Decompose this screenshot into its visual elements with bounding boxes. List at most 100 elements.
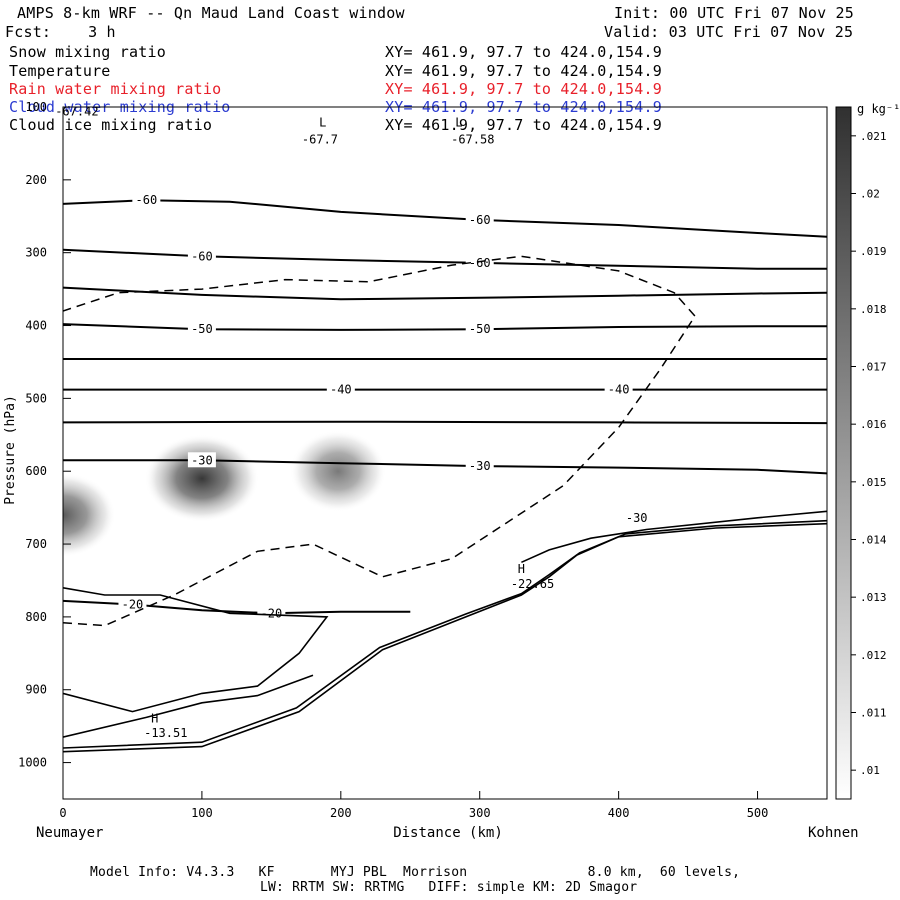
colorbar-tick-label-3: .013: [860, 591, 887, 604]
snow-mixing-ratio-shading: [63, 430, 387, 558]
contour-label-bg: [118, 596, 147, 612]
left-endpoint-label: Neumayer: [36, 825, 103, 841]
figure-title: AMPS 8-km WRF -- Qn Maud Land Coast wind…: [17, 4, 405, 22]
field-xy-temperature: XY= 461.9, 97.7 to 424.0,154.9: [385, 62, 662, 80]
contour-label-0-1: -60: [469, 213, 491, 227]
colorbar-tick-label-6: .016: [860, 418, 887, 431]
contour-label-bg: [326, 381, 355, 397]
snow-blob-0: [63, 472, 116, 558]
contour-label-bg: [132, 192, 161, 208]
contour-label-bg: [465, 321, 494, 337]
colorbar-tick-label-11: .021: [860, 130, 887, 143]
field-xy-cloud-ice: XY= 461.9, 97.7 to 424.0,154.9: [385, 116, 662, 134]
footer-physics-info: LW: RRTM SW: RRTMG DIFF: simple KM: 2D S…: [260, 880, 638, 895]
contour-label-7-0: -30: [191, 453, 213, 467]
valid-time: Valid: 03 UTC Fri 07 Nov 25: [604, 23, 854, 41]
y-tick-label-5: 600: [25, 464, 47, 478]
x-tick-label-4: 400: [608, 806, 630, 820]
temperature-contour-1: [63, 248, 827, 270]
footer-model-info: Model Info: V4.3.3 KF MYJ PBL Morrison 8…: [90, 865, 741, 880]
field-xy-rain: XY= 461.9, 97.7 to 424.0,154.9: [385, 80, 662, 98]
field-xy-snow: XY= 461.9, 97.7 to 424.0,154.9: [385, 43, 662, 61]
y-axis-label: Pressure (hPa): [3, 395, 18, 505]
annotation-4: -67.58: [451, 132, 494, 146]
terrain-line-3: [63, 674, 314, 738]
right-endpoint-label: Kohnen: [808, 825, 859, 841]
field-name-rain: Rain water mixing ratio: [9, 80, 222, 98]
contour-label-5-1: -40: [608, 383, 630, 397]
contour-label-1-1: -60: [469, 256, 491, 270]
terrain-contours: [63, 510, 827, 753]
annotation-3: L: [455, 116, 462, 130]
contour-label-3-0: -50: [191, 322, 213, 336]
x-tick-label-2: 200: [330, 806, 352, 820]
contour-label-7-1: -30: [469, 459, 491, 473]
x-tick-label-5: 500: [747, 806, 769, 820]
temperature-contours: -60 -60 -60 -60 -50 -50 -40 -40 -30 -30 -20 -20: [63, 192, 827, 627]
x-axis: 0 100 200 300 400 500: [59, 791, 768, 820]
snow-blob-1: [144, 434, 260, 523]
field-name-cloud-ice: Cloud ice mixing ratio: [9, 116, 213, 134]
contour-label-bg: [465, 254, 494, 270]
y-tick-label-1: 200: [25, 173, 47, 187]
annotation-7: H: [151, 712, 158, 726]
contour-label-bg: [465, 211, 494, 227]
field-name-temperature: Temperature: [9, 62, 111, 80]
annotation-8: -13.51: [144, 726, 187, 740]
contour-annotations: -67.42L-67.7L-67.58H-22.65H-13.51-30: [55, 105, 647, 740]
temperature-contour-3: [63, 323, 827, 331]
colorbar-tick-label-0: .01: [860, 764, 880, 777]
annotation-1: L: [319, 116, 326, 130]
annotation-6: -22.65: [511, 577, 554, 591]
contour-label-5-0: -40: [330, 383, 352, 397]
contour-label-bg: [187, 248, 216, 264]
annotation-2: -67.7: [302, 132, 338, 146]
temperature-contour-8: [63, 599, 411, 615]
colorbar-tick-label-2: .012: [860, 649, 887, 662]
colorbar: g kg⁻¹ .01 .011 .012 .013 .014 .015 .016 .017 .0…: [835, 102, 900, 800]
terrain-line-1: [63, 519, 827, 749]
x-tick-label-0: 0: [59, 806, 66, 820]
annotation-9: -30: [626, 511, 648, 525]
x-tick-label-1: 100: [191, 806, 213, 820]
annotation-5: H: [518, 562, 525, 576]
colorbar-unit: g kg⁻¹: [857, 102, 900, 116]
y-axis: 100 200 300 400 500 600 700 800 900 1000: [18, 100, 71, 770]
y-tick-label-0: 100: [25, 100, 47, 114]
colorbar-fill: [835, 106, 852, 800]
contour-label-bg: [187, 321, 216, 337]
y-tick-label-3: 400: [25, 319, 47, 333]
y-tick-label-9: 1000: [18, 756, 47, 770]
x-axis-label: Distance (km): [393, 825, 503, 841]
colorbar-tick-label-7: .017: [860, 361, 887, 374]
contour-label-bg: [257, 605, 286, 621]
y-tick-label-4: 500: [25, 391, 47, 405]
contour-label-8-0: -20: [122, 598, 144, 612]
colorbar-tick-label-10: .02: [860, 188, 880, 201]
init-time: Init: 00 UTC Fri 07 Nov 25: [614, 4, 854, 22]
contour-label-1-0: -60: [191, 249, 213, 263]
temperature-contour-6: [63, 420, 827, 425]
temperature-contour-0: [63, 199, 827, 238]
contour-label-bg: [465, 458, 494, 474]
snow-blob-2: [289, 430, 387, 512]
colorbar-tick-label-9: .019: [860, 245, 887, 258]
colorbar-tick-label-8: .018: [860, 303, 887, 316]
contour-label-8-1: -20: [261, 606, 283, 620]
colorbar-tick-label-1: .011: [860, 707, 887, 720]
y-tick-label-2: 300: [25, 246, 47, 260]
contour-label-0-0: -60: [136, 193, 158, 207]
temperature-contour-2: [63, 286, 827, 301]
plot-frame: [62, 106, 828, 800]
terrain-line-0: [63, 522, 827, 753]
colorbar-tick-label-5: .015: [860, 476, 887, 489]
contour-label-bg: [604, 381, 633, 397]
y-tick-label-6: 700: [25, 537, 47, 551]
contour-label-bg: [187, 452, 216, 468]
forecast-hour: Fcst: 3 h: [5, 23, 116, 41]
terrain-line-2: [63, 587, 329, 713]
contour-label-3-1: -50: [469, 322, 491, 336]
x-tick-label-3: 300: [469, 806, 491, 820]
colorbar-tick-label-4: .014: [860, 534, 887, 547]
